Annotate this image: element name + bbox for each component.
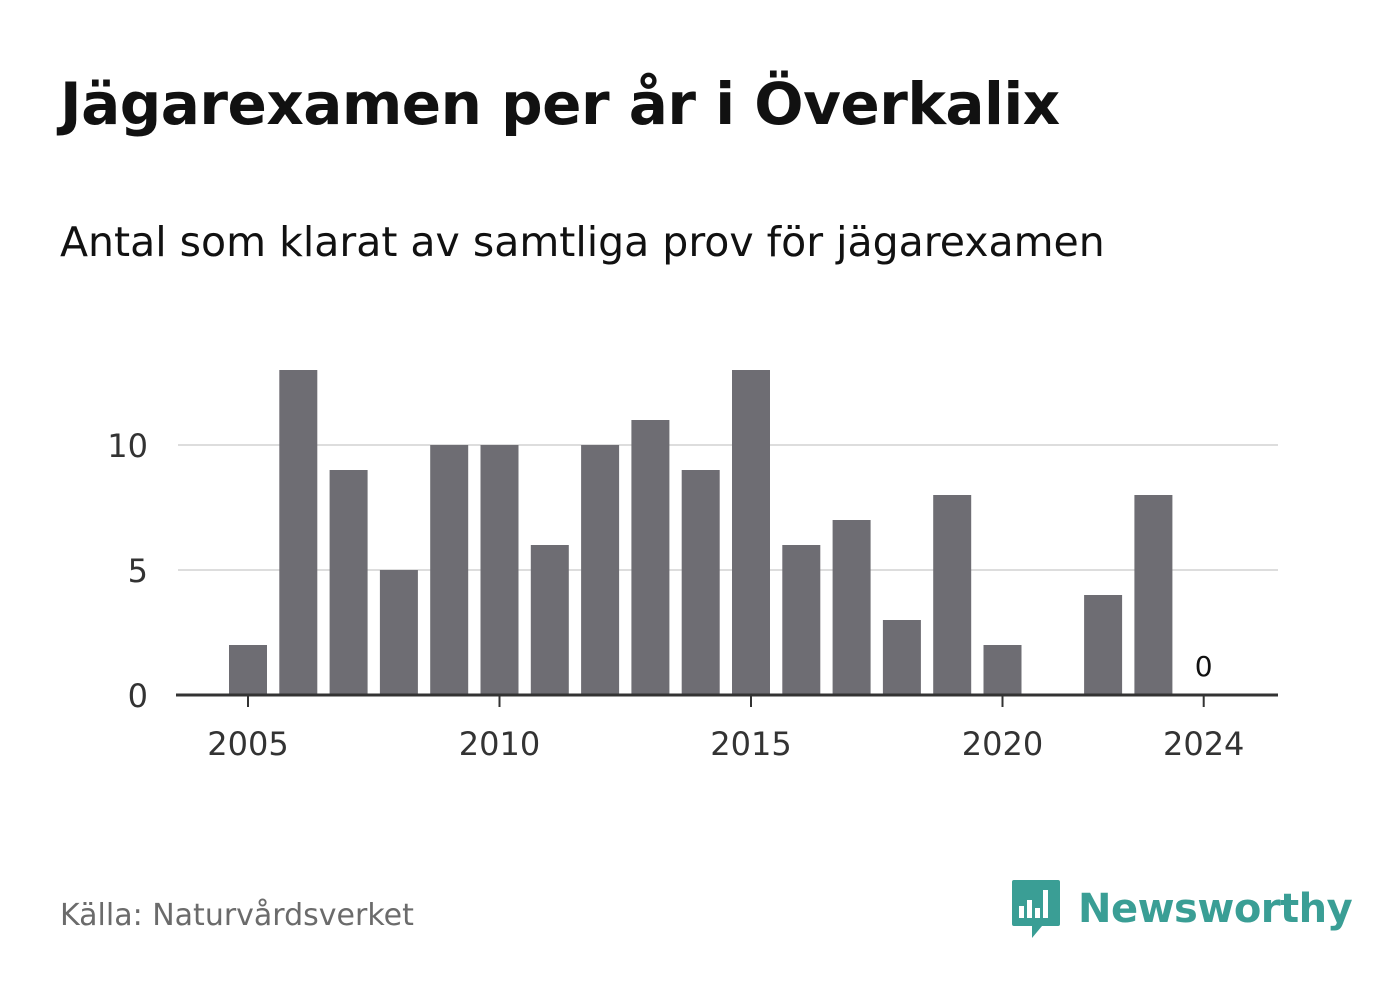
bar [430, 445, 469, 695]
newsworthy-logo-icon [1012, 880, 1060, 938]
bar [631, 420, 670, 695]
bar [379, 570, 418, 695]
x-tick-label: 2020 [962, 725, 1043, 763]
data-label: 0 [1195, 650, 1213, 683]
bar [832, 520, 871, 695]
bar [1084, 595, 1123, 695]
bar [732, 370, 770, 695]
x-tick-label: 2024 [1163, 725, 1244, 763]
chart-title: Jägarexamen per år i Överkalix [60, 70, 1060, 138]
bar [782, 545, 821, 695]
brand-logo: Newsworthy [1010, 878, 1353, 940]
y-tick-label: 0 [128, 677, 148, 715]
bar [681, 470, 720, 695]
bar [581, 445, 620, 695]
x-tick-label: 2005 [207, 725, 288, 763]
y-tick-label: 10 [107, 427, 148, 465]
bar [229, 645, 267, 695]
x-tick-label: 2010 [459, 725, 540, 763]
bar [279, 370, 318, 695]
bar [1134, 495, 1173, 695]
brand-name: Newsworthy [1078, 886, 1353, 932]
bar [933, 495, 972, 695]
chart-subtitle: Antal som klarat av samtliga prov för jä… [60, 218, 1105, 266]
bar [882, 620, 921, 695]
bar [329, 470, 368, 695]
bar [480, 445, 519, 695]
y-tick-label: 5 [128, 552, 148, 590]
source-label: Källa: Naturvårdsverket [60, 898, 414, 933]
bar [530, 545, 569, 695]
x-tick-label: 2015 [710, 725, 791, 763]
bar [983, 645, 1022, 695]
